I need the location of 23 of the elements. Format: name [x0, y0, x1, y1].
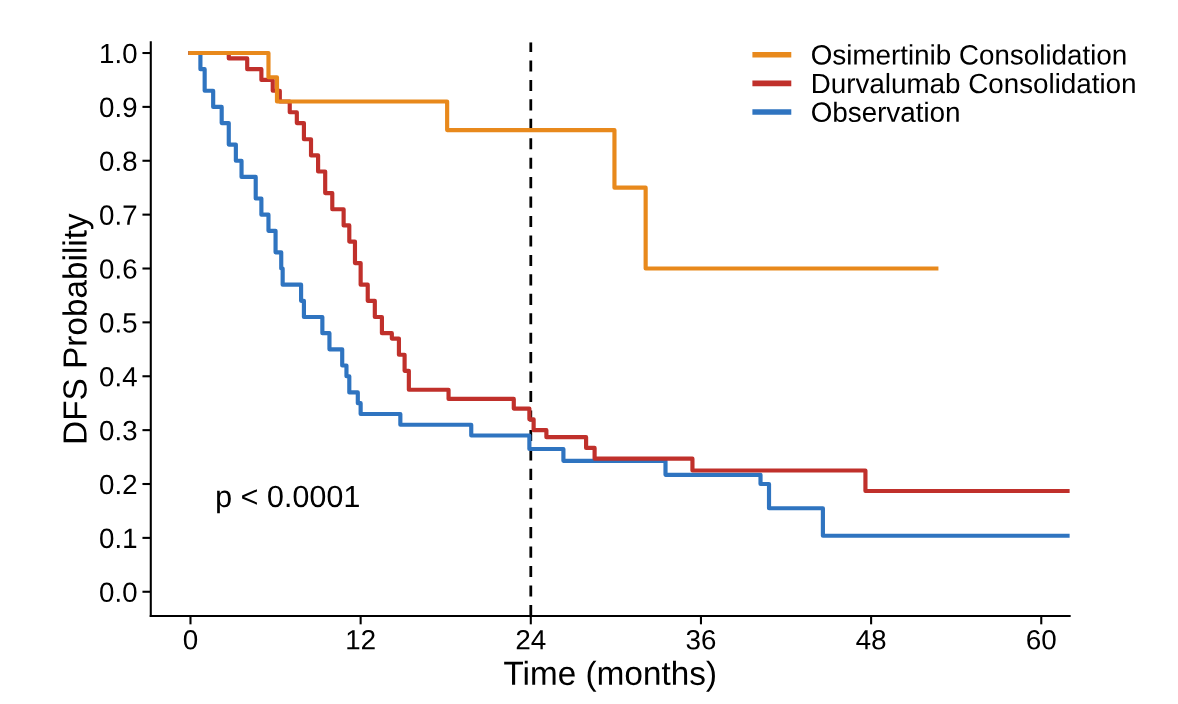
x-tick-label: 36: [686, 629, 716, 650]
x-tick-label: 60: [1027, 629, 1056, 650]
y-tick-label: 0.4: [100, 366, 137, 387]
y-tick-label: 0.6: [100, 259, 137, 279]
x-tick-label: 24: [516, 629, 546, 650]
y-axis-title: DFS Probability: [62, 213, 94, 443]
y-tick-label: 0.5: [100, 313, 137, 333]
x-tick-label: 0: [183, 629, 198, 650]
y-tick-label: 0.9: [100, 97, 137, 118]
legend-label: Osimertinib Consolidation: [812, 44, 1126, 65]
y-tick-label: 0.1: [100, 528, 137, 549]
y-tick-label: 0.8: [100, 151, 137, 172]
x-axis-title: Time (months): [504, 660, 715, 692]
x-tick-label: 12: [347, 629, 375, 650]
y-tick-label: 1.0: [101, 43, 137, 64]
y-tick-label: 0.2: [100, 474, 137, 495]
legend-label: Observation: [812, 101, 959, 123]
y-tick-label: 0.7: [100, 205, 137, 225]
y-tick-label: 0.0: [100, 582, 137, 603]
legend-label: Durvalumab Consolidation: [813, 72, 1135, 94]
x-tick-label: 48: [856, 629, 886, 650]
annotation: p < 0.0001: [217, 485, 359, 514]
y-tick-label: 0.3: [100, 420, 137, 441]
